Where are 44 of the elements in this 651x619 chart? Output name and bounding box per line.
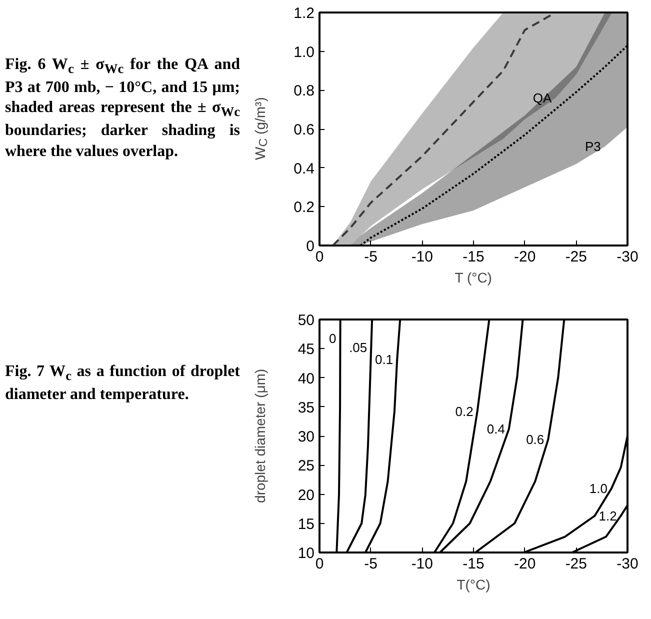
x-tick-label: -5 — [364, 556, 378, 572]
y-tick-label: 45 — [298, 341, 315, 358]
chart-title: Fig. 6 W$_{c}$ ± σ$_{Wc}$ for the QA and P3 at 700 mb, − 10°C, and 15 μm; shaded areas represent the ± σ$_{Wc}$ boundaries; darker shading is where the values overlap. — [5, 56, 240, 160]
annotation: 0.1 — [375, 352, 394, 368]
x-tick-label: -30 — [616, 248, 638, 266]
y-tick-label: 35 — [298, 399, 315, 416]
annotation: 1.2 — [598, 508, 617, 524]
y-tick-label: 1.2 — [294, 5, 315, 22]
annotation: 0.4 — [486, 422, 505, 437]
annotation: .05 — [349, 340, 368, 355]
x-tick-label: -20 — [514, 248, 536, 266]
y-tick-label: 0.4 — [294, 160, 315, 178]
annotation: 0.6 — [526, 432, 544, 447]
annotation: P3 — [585, 138, 601, 154]
x-tick-label: -15 — [462, 556, 484, 572]
x-axis-title: T (°C) — [454, 270, 492, 286]
y-tick-label: 1.0 — [294, 44, 315, 61]
line-series — [332, 12, 557, 246]
y-tick-label: 25 — [298, 458, 315, 475]
x-tick-label: -30 — [616, 556, 638, 572]
y-tick-label: 0 — [306, 238, 314, 255]
y-tick-label: 0.8 — [294, 82, 315, 100]
y-tick-label: 15 — [298, 516, 315, 533]
y-tick-label: 0.2 — [294, 199, 315, 216]
x-tick-label: -20 — [514, 556, 536, 572]
annotation: 1.0 — [589, 480, 608, 496]
y-tick-label: 0.6 — [294, 122, 315, 138]
annotation: QA — [532, 90, 552, 106]
y-tick-label: 20 — [298, 486, 315, 504]
x-tick-label: -15 — [462, 248, 484, 266]
x-tick-label: -25 — [565, 248, 588, 266]
y-tick-label: 10 — [298, 545, 315, 562]
y-tick-label: 50 — [298, 312, 315, 329]
y-tick-label: 30 — [298, 428, 315, 446]
x-tick-label: -10 — [411, 248, 434, 266]
annotation: 0 — [329, 331, 336, 346]
x-tick-label: -10 — [411, 556, 434, 572]
annotation: 0.2 — [455, 404, 474, 420]
y-axis-title: droplet diameter (μm) — [251, 367, 269, 505]
text: Fig. 7 W$_{c}$ as a function of droplet diameter and temperature. — [5, 362, 240, 404]
x-tick-label: -25 — [565, 556, 588, 572]
x-tick-label: -5 — [364, 248, 378, 266]
x-axis-title: T(°C) — [456, 576, 490, 592]
y-tick-label: 40 — [298, 370, 315, 388]
